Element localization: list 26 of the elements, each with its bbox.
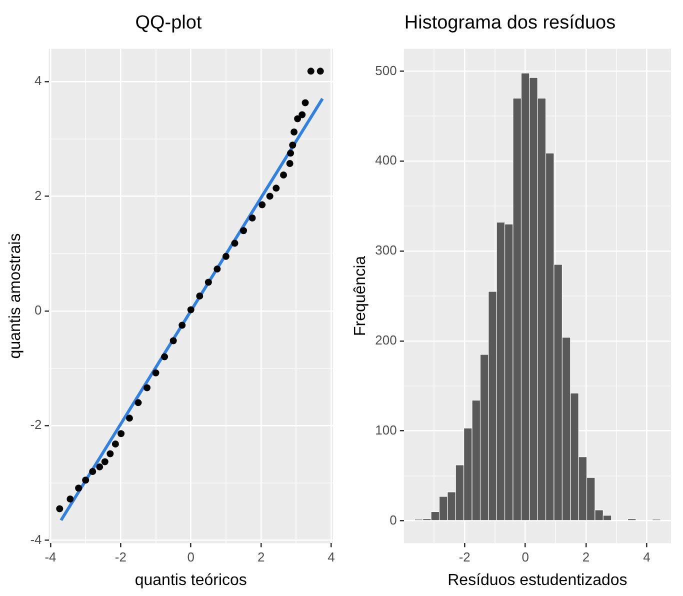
x-tick-label: -2 <box>114 550 126 565</box>
x-tick-label: 4 <box>643 550 650 565</box>
x-tick-label: 4 <box>328 550 335 565</box>
y-tick-label: 100 <box>375 422 397 438</box>
x-tick-label: 2 <box>582 550 590 565</box>
y-axis-title: Frequência <box>352 256 370 336</box>
y-tick-label: -2 <box>30 417 42 432</box>
y-tick-label: -4 <box>30 532 42 547</box>
chart-title: Histograma dos resíduos <box>404 12 616 34</box>
y-tick-label: 2 <box>34 188 42 203</box>
y-tick-label: 500 <box>375 62 397 78</box>
y-tick-label: 0 <box>390 512 397 528</box>
x-tick-label: -2 <box>458 550 470 565</box>
y-tick-label: 400 <box>375 152 397 168</box>
x-axis-title: quantis teóricos <box>134 572 247 589</box>
x-axis-title: Resíduos estudentizados <box>448 572 628 589</box>
x-tick-label: -4 <box>44 550 56 565</box>
y-tick-label: 300 <box>375 242 397 258</box>
y-tick-label: 0 <box>34 302 42 318</box>
x-tick-label: 2 <box>257 550 265 565</box>
y-tick-label: 200 <box>375 332 397 348</box>
chart-title: QQ-plot <box>135 12 202 34</box>
x-tick-label: 0 <box>187 550 194 565</box>
y-axis-title: quantis amostrais <box>7 233 24 359</box>
x-tick-label: 0 <box>522 550 529 565</box>
y-tick-label: 4 <box>34 73 42 88</box>
